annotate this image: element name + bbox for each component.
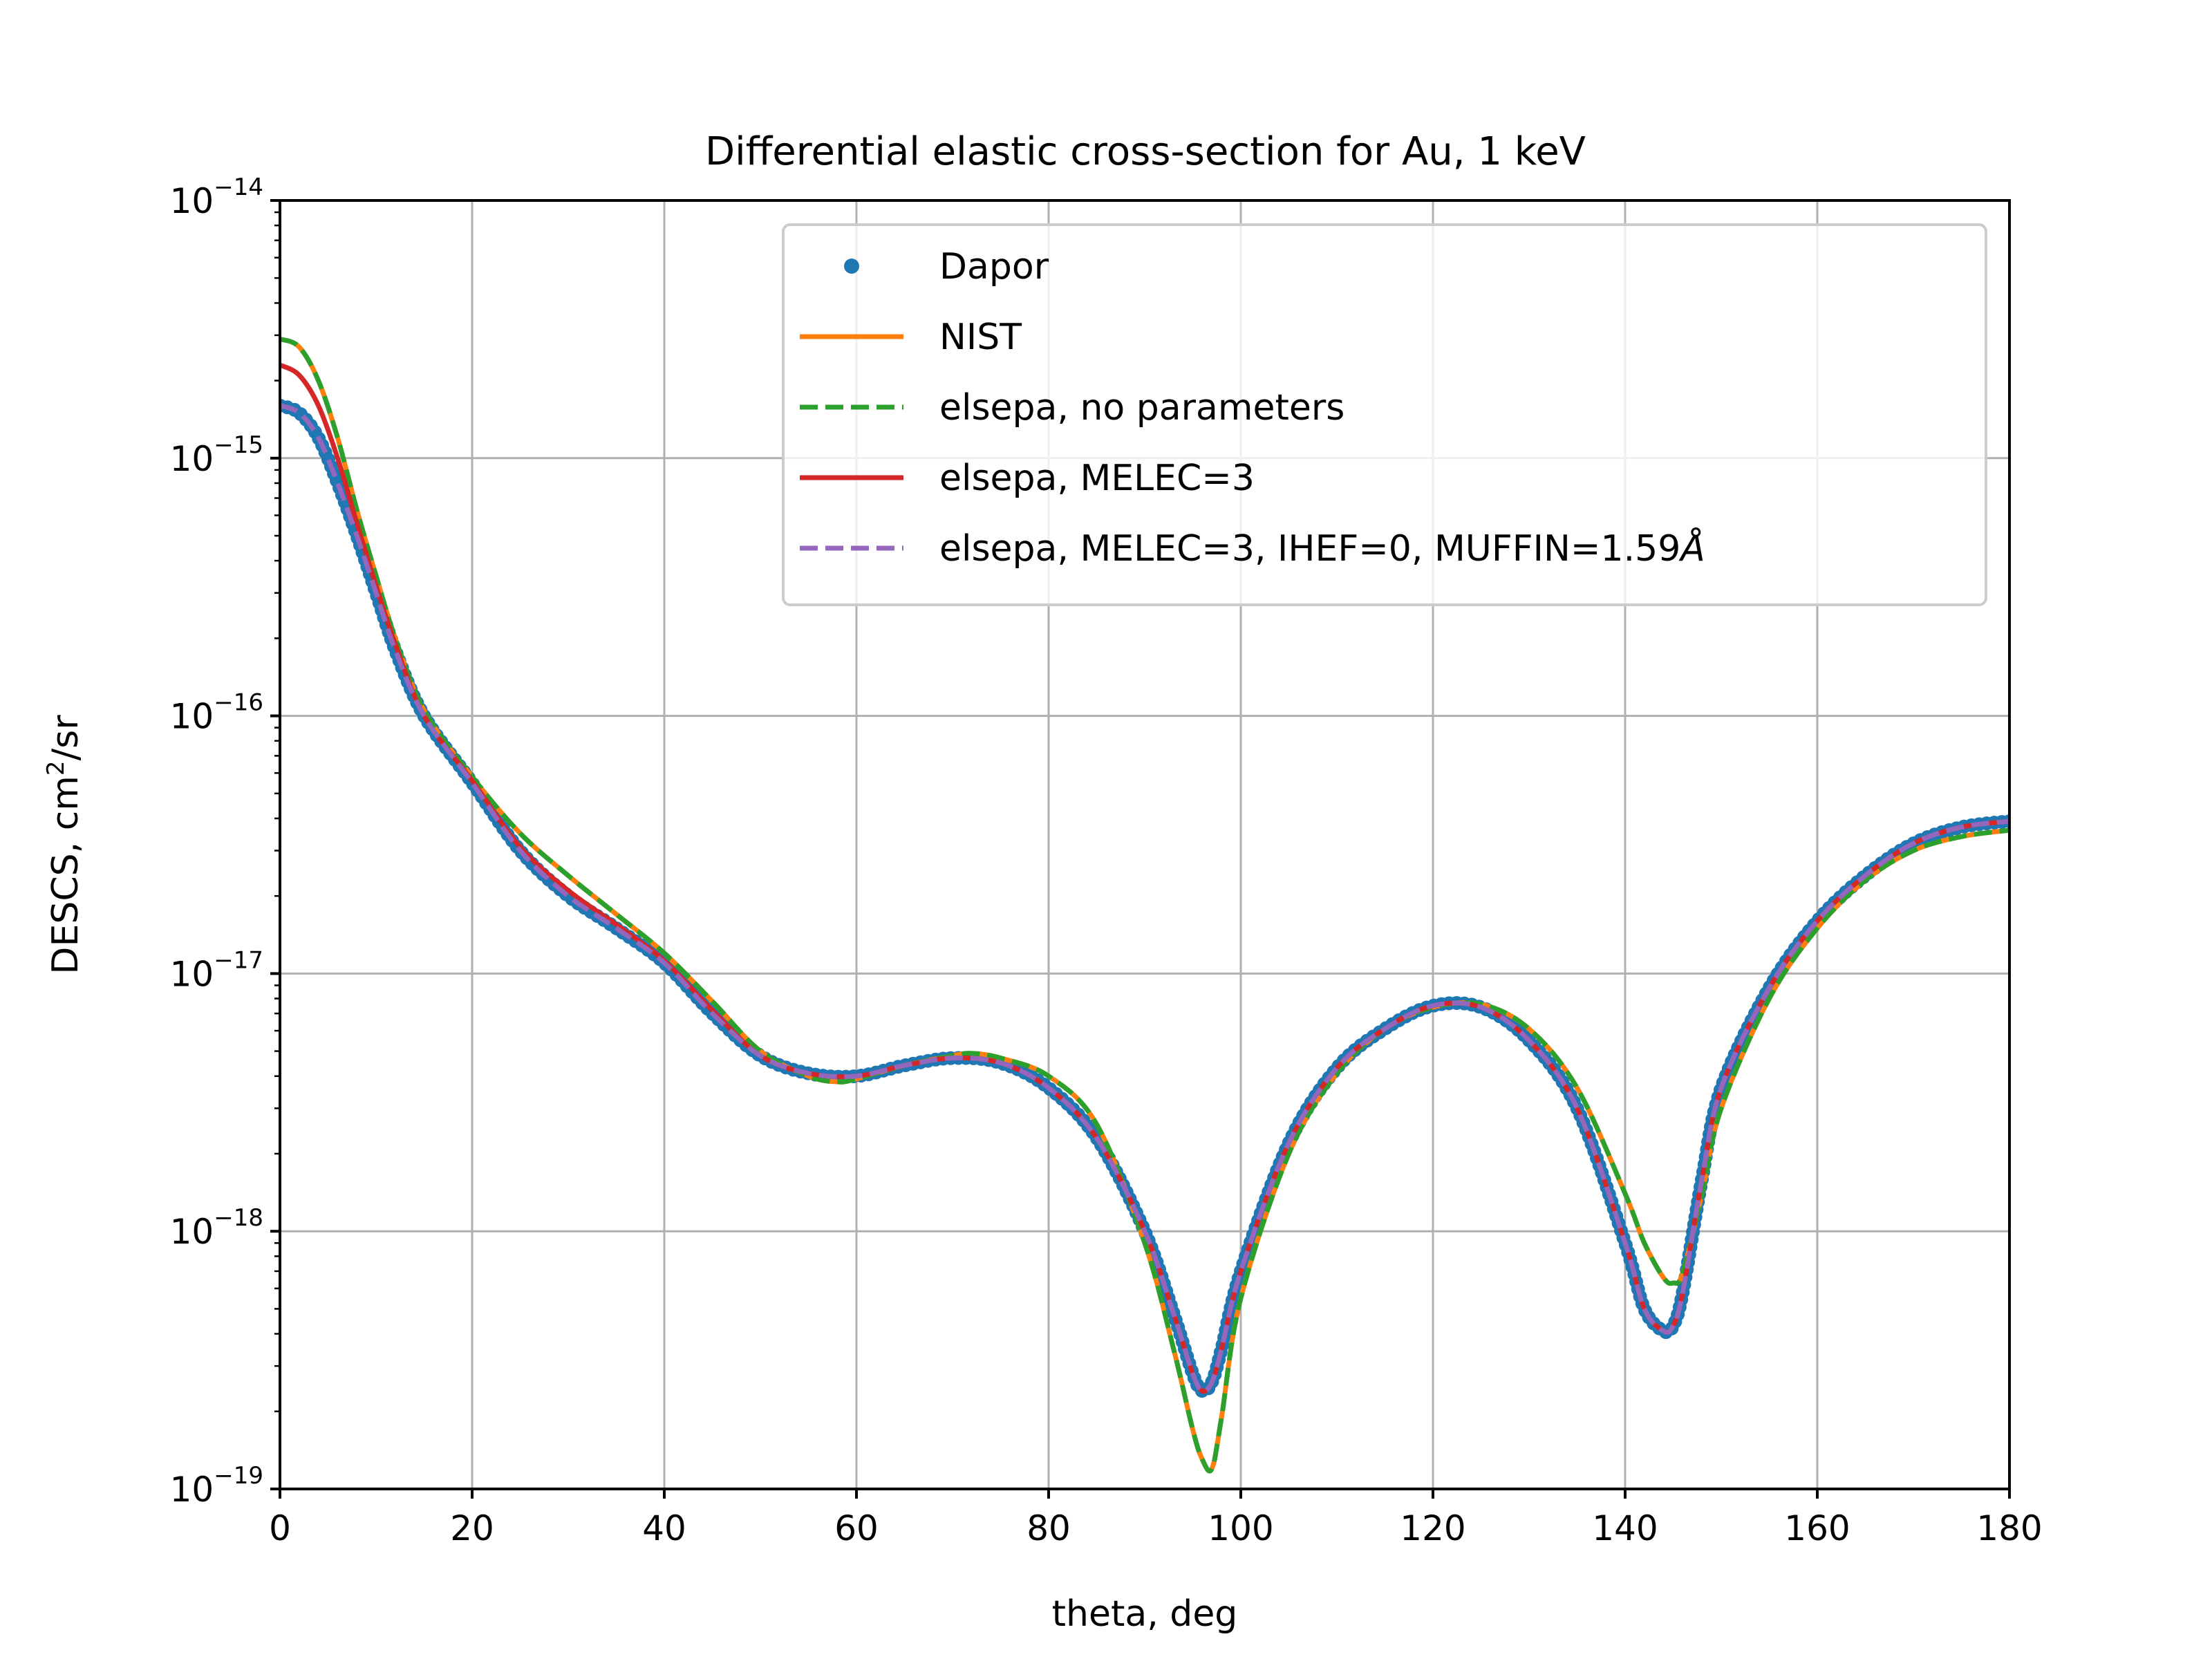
legend-marker [844,259,859,274]
x-tick-label: 0 [269,1508,291,1548]
y-tick-label: 10−19 [170,1462,263,1510]
legend-box [782,223,1987,606]
series-group [280,337,2009,1474]
x-tick-label: 80 [1027,1508,1071,1548]
plot-area [280,337,2009,1474]
legend-label: elsepa, no parameters [939,387,1344,429]
y-axis: 10−19 10−18 10−17 10−16 10−15 10−14 [170,174,280,1510]
x-tick-label: 100 [1208,1508,1273,1548]
x-axis: 0 20 40 60 80 100 120 140 160 180 [269,1489,2043,1548]
x-tick-label: 160 [1784,1508,1850,1548]
y-tick-label: 10−18 [170,1204,263,1252]
series-elsepa-no-parameters [280,337,2009,1474]
y-tick-label: 10−15 [170,431,263,479]
legend: Dapor NIST elsepa, no parameters elsepa, ME… [782,223,1987,606]
plot-frame [279,199,2011,1490]
x-axis-label: theta, deg [1052,1593,1238,1635]
y-tick-label: 10−14 [170,174,263,221]
legend-label: Dapor [939,246,1049,288]
x-tick-label: 20 [450,1508,494,1548]
chart-title: Differential elastic cross-section for A… [705,129,1586,174]
x-tick-label: 40 [642,1508,686,1548]
series-elsepa-melec-3-ihef-0-muffin-1-59 [280,403,2009,1394]
y-tick-label: 10−16 [170,689,263,737]
legend-label: NIST [939,317,1022,358]
y-tick-label: 10−17 [170,946,263,994]
y-axis-label: DESCS, cm2/sr [42,715,86,975]
legend-label: elsepa, MELEC=3 [939,458,1255,499]
x-tick-label: 180 [1976,1508,2042,1548]
x-tick-label: 60 [834,1508,879,1548]
x-tick-label: 140 [1592,1508,1658,1548]
legend-label: elsepa, MELEC=3, IHEF=0, MUFFIN=1.59Å [939,527,1705,570]
x-tick-label: 120 [1400,1508,1465,1548]
